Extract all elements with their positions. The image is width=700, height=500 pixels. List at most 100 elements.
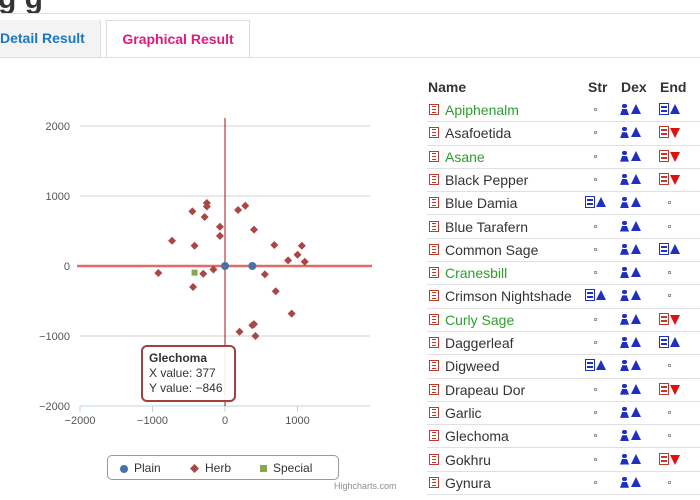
stat-str-cell bbox=[585, 196, 607, 210]
herb-book-icon[interactable] bbox=[429, 150, 439, 162]
neutral-dot-icon bbox=[659, 266, 681, 280]
herb-name[interactable]: Blue Tarafern bbox=[445, 218, 529, 235]
col-header-name[interactable]: Name bbox=[428, 79, 467, 95]
arrow-up-icon bbox=[631, 290, 641, 301]
herb-book-icon[interactable] bbox=[429, 197, 439, 209]
tab-top-divider bbox=[0, 13, 700, 14]
arrow-up-icon bbox=[631, 313, 641, 324]
herb-name[interactable]: Gynura bbox=[445, 474, 491, 491]
herb-name[interactable]: Crimson Nightshade bbox=[445, 288, 572, 305]
table-row[interactable]: Asane bbox=[427, 146, 700, 169]
herb-name[interactable]: Asafoetida bbox=[445, 125, 512, 142]
chess-piece-icon bbox=[620, 476, 629, 488]
col-header-str[interactable]: Str bbox=[588, 79, 608, 95]
arrow-up-icon bbox=[670, 104, 680, 114]
herb-point bbox=[215, 231, 224, 240]
herb-name[interactable]: Digweed bbox=[445, 358, 500, 375]
herb-name[interactable]: Gokhru bbox=[445, 451, 491, 468]
table-row[interactable]: Daggerleaf bbox=[427, 332, 700, 356]
y-tick-label: 2000 bbox=[46, 121, 70, 133]
stat-end-cell bbox=[659, 172, 681, 187]
table-row[interactable]: Asafoetida bbox=[427, 122, 700, 146]
tab-graphical-result[interactable]: Graphical Result bbox=[106, 20, 250, 57]
neutral-dot-icon bbox=[659, 289, 681, 303]
arrow-down-icon bbox=[670, 151, 680, 162]
arrow-down-icon bbox=[670, 314, 680, 325]
herb-book-icon[interactable] bbox=[429, 313, 439, 325]
herb-book-icon[interactable] bbox=[429, 173, 439, 185]
stat-end-cell bbox=[659, 312, 681, 327]
herb-name[interactable]: Blue Damia bbox=[445, 195, 518, 212]
table-row[interactable]: Crimson Nightshade bbox=[427, 285, 700, 309]
herb-book-icon[interactable] bbox=[429, 453, 439, 465]
legend-item-herb[interactable]: Herb bbox=[190, 461, 231, 475]
herb-name[interactable]: Cranesbill bbox=[445, 265, 508, 282]
herb-book-icon[interactable] bbox=[429, 383, 439, 395]
special-point bbox=[191, 269, 198, 276]
herb-point bbox=[188, 207, 197, 216]
herb-point bbox=[287, 309, 296, 318]
table-row[interactable]: Gokhru bbox=[427, 449, 700, 472]
arrow-up-icon bbox=[631, 267, 641, 278]
herb-book-icon[interactable] bbox=[429, 406, 439, 418]
table-row[interactable]: Cranesbill bbox=[427, 262, 700, 286]
table-row[interactable]: Apiphenalm bbox=[427, 99, 700, 123]
herb-name[interactable]: Drapeau Dor bbox=[445, 381, 526, 398]
herb-book-icon[interactable] bbox=[429, 430, 439, 442]
chess-piece-icon bbox=[620, 243, 629, 255]
table-row[interactable]: Garlic bbox=[427, 402, 700, 426]
legend-item-plain[interactable]: Plain bbox=[120, 461, 161, 475]
herb-book-icon[interactable] bbox=[429, 267, 439, 279]
arrow-up-icon bbox=[631, 197, 641, 208]
herb-name[interactable]: Apiphenalm bbox=[445, 102, 519, 118]
arrow-up-icon bbox=[631, 220, 641, 231]
stat-dex-cell bbox=[620, 406, 642, 420]
tab-detail-result[interactable]: Detail Result bbox=[0, 20, 101, 57]
chess-piece-icon bbox=[620, 127, 629, 138]
herb-point bbox=[250, 320, 258, 329]
col-header-end[interactable]: End bbox=[660, 79, 687, 95]
herb-point bbox=[300, 257, 309, 266]
herb-book-icon[interactable] bbox=[429, 337, 439, 348]
stat-badge-icon bbox=[659, 336, 669, 348]
herb-name[interactable]: Curly Sage bbox=[445, 311, 515, 328]
stat-dex-cell bbox=[620, 429, 642, 443]
herb-book-icon[interactable] bbox=[429, 290, 439, 302]
neutral-dot-icon bbox=[585, 220, 607, 234]
herb-name[interactable]: Garlic bbox=[445, 404, 482, 421]
table-row[interactable]: Digweed bbox=[427, 355, 700, 379]
table-row[interactable]: Drapeau Dor bbox=[427, 379, 700, 402]
chess-piece-icon bbox=[620, 453, 629, 465]
herb-book-icon[interactable] bbox=[429, 127, 439, 139]
legend-item-special[interactable]: Special bbox=[260, 461, 312, 475]
table-row[interactable]: Blue Damia bbox=[427, 192, 700, 216]
herb-name[interactable]: Glechoma bbox=[445, 428, 509, 445]
stat-dex-cell bbox=[620, 220, 642, 234]
arrow-up-icon bbox=[631, 127, 641, 138]
herb-book-icon[interactable] bbox=[429, 360, 439, 372]
herb-book-icon[interactable] bbox=[429, 104, 439, 115]
herb-point bbox=[154, 269, 163, 277]
table-row[interactable]: Blue Tarafern bbox=[427, 216, 700, 239]
herb-book-icon[interactable] bbox=[429, 476, 439, 488]
table-row[interactable]: Black Pepper bbox=[427, 169, 700, 193]
herb-point bbox=[190, 241, 199, 250]
herb-name[interactable]: Black Pepper bbox=[445, 171, 529, 188]
herb-book-icon[interactable] bbox=[429, 220, 439, 232]
col-header-dex[interactable]: Dex bbox=[621, 79, 647, 95]
y-tick-label: 0 bbox=[64, 261, 70, 273]
stat-str-cell bbox=[585, 150, 607, 164]
neutral-dot-icon bbox=[585, 126, 607, 140]
table-row[interactable]: Glechoma bbox=[427, 425, 700, 449]
table-row[interactable]: Gynura bbox=[427, 472, 700, 496]
table-row[interactable]: Common Sage bbox=[427, 239, 700, 263]
table-row[interactable]: Curly Sage bbox=[427, 309, 700, 332]
stat-end-cell bbox=[659, 429, 681, 443]
stat-str-cell bbox=[585, 359, 607, 373]
herb-name[interactable]: Asane bbox=[445, 148, 485, 165]
chart-credit[interactable]: Highcharts.com bbox=[334, 481, 397, 491]
herb-book-icon[interactable] bbox=[429, 243, 439, 255]
herb-name[interactable]: Daggerleaf bbox=[445, 335, 514, 351]
stat-badge-icon bbox=[659, 149, 669, 162]
herb-name[interactable]: Common Sage bbox=[445, 241, 539, 258]
